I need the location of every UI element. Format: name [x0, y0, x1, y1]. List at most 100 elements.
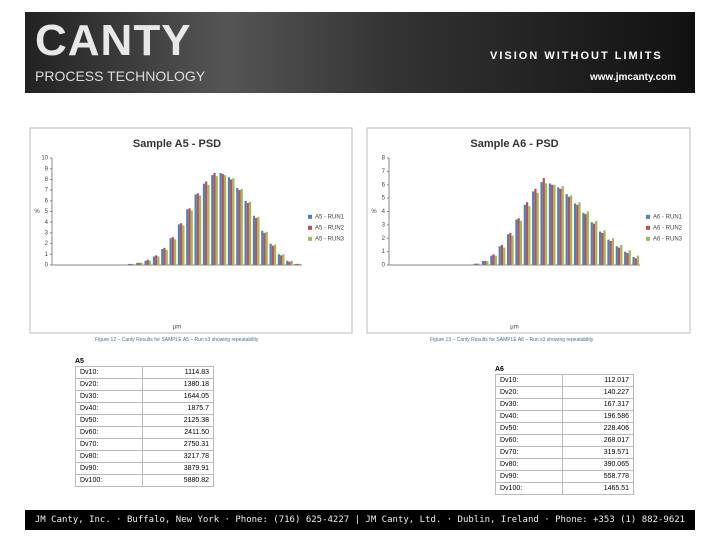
y-tick-label: 1 — [45, 252, 49, 258]
bar — [486, 260, 489, 265]
bar — [186, 209, 189, 265]
table-row: Dv40: 196.586 — [495, 410, 634, 423]
bar — [511, 235, 514, 265]
table-cell: 2411.50 — [142, 426, 214, 439]
header: CANTY PROCESS TECHNOLOGY VISION WITHOUT … — [25, 12, 695, 93]
bar — [171, 237, 174, 265]
bar — [246, 202, 249, 265]
bar — [155, 255, 158, 265]
table-wrap: A5 Dv10: 1114.83 Dv20: 1380.18 Dv30: 1644.05 Dv… — [75, 358, 214, 487]
table-row: Dv80: 390.065 — [495, 458, 634, 471]
bar — [144, 260, 147, 265]
legend-swatch — [308, 214, 312, 219]
table-row: Dv100: 5880.82 — [75, 474, 214, 487]
y-tick-label: 1 — [382, 249, 386, 255]
table-cell: 3217.78 — [142, 450, 214, 463]
bar — [261, 230, 264, 265]
bar — [561, 186, 564, 265]
bar — [540, 182, 543, 265]
url: www.jmcanty.com — [590, 72, 677, 83]
bar — [240, 189, 243, 265]
bar — [636, 255, 640, 265]
table-wrap: A6 Dv10: 112.017 Dv20: 140.227 Dv30: 167.317 Dv… — [495, 366, 634, 495]
bar — [515, 219, 518, 265]
bar — [473, 263, 476, 265]
bar — [584, 214, 587, 265]
bar — [169, 238, 172, 265]
bar — [634, 258, 637, 265]
bar — [277, 254, 281, 265]
bar — [615, 246, 618, 265]
bar — [152, 256, 156, 265]
table: Dv10: 1114.83 Dv20: 1380.18 Dv30: 1644.05 Dv40… — [75, 366, 214, 487]
table-cell: Dv50: — [75, 414, 143, 427]
table-cell: 268.017 — [562, 434, 634, 447]
y-tick-label: 7 — [382, 169, 386, 175]
bar — [523, 204, 526, 265]
table-row: Dv100: 1465.51 — [495, 482, 634, 495]
bar — [215, 176, 218, 265]
bar — [609, 240, 612, 265]
bar — [282, 254, 285, 265]
table-row: Dv60: 268.017 — [495, 434, 634, 447]
table-cell: 319.571 — [562, 446, 634, 459]
y-tick-label: 0 — [382, 263, 386, 269]
bar — [257, 216, 260, 265]
table-cell: Dv40: — [75, 402, 143, 415]
bar — [294, 263, 297, 265]
bar — [230, 179, 233, 265]
caption: Figure 13 – Canty Results for SAMPLE A6 … — [430, 337, 594, 343]
bar — [484, 260, 487, 265]
legend-swatch — [308, 225, 312, 230]
table-row: Dv80: 3217.78 — [75, 450, 214, 463]
bar — [207, 184, 210, 265]
chart-title: Sample A6 - PSD — [470, 138, 558, 150]
bar — [290, 260, 293, 265]
bar — [244, 200, 247, 265]
bar — [252, 215, 256, 265]
y-tick-label: 3 — [45, 230, 49, 236]
table-row: Dv10: 112.017 — [495, 374, 634, 387]
bar — [286, 260, 289, 265]
bar — [263, 232, 266, 265]
bar — [130, 263, 133, 265]
table-cell: 140.227 — [562, 386, 634, 399]
bar — [190, 210, 193, 265]
y-tick-label: 8 — [382, 156, 386, 162]
y-tick-label: 6 — [382, 182, 386, 188]
bar — [603, 230, 606, 265]
table-cell: 1644.05 — [142, 390, 214, 403]
bar — [490, 255, 493, 265]
legend-label: A5 - RUN3 — [315, 236, 345, 242]
bar — [586, 211, 589, 265]
table-cell: Dv60: — [495, 434, 563, 447]
y-tick-label: 2 — [382, 236, 386, 242]
y-tick-label: 5 — [45, 209, 49, 215]
bar — [611, 238, 615, 265]
bar — [544, 183, 548, 265]
legend-label: A6 - RUN2 — [653, 225, 683, 231]
legend-label: A6 - RUN1 — [653, 214, 683, 220]
table-row: Dv10: 1114.83 — [75, 366, 214, 379]
table-cell: 390.065 — [562, 458, 634, 471]
bar — [248, 201, 252, 265]
table-cell: Dv90: — [75, 462, 143, 475]
bar — [198, 195, 202, 265]
legend-label: A5 - RUN2 — [315, 225, 345, 231]
bar — [236, 187, 239, 265]
y-tick-label: 5 — [382, 196, 386, 202]
bar — [205, 181, 208, 265]
table-row: Dv20: 140.227 — [495, 386, 634, 399]
bar — [599, 231, 602, 265]
bar — [632, 256, 635, 265]
bar — [157, 256, 160, 265]
bar — [280, 255, 283, 265]
y-axis-label: % — [34, 209, 40, 215]
bar — [146, 259, 149, 265]
bar — [221, 174, 224, 265]
legend-swatch — [308, 236, 312, 241]
bar — [548, 183, 552, 265]
table-cell: Dv10: — [75, 366, 143, 379]
bar — [288, 261, 291, 265]
